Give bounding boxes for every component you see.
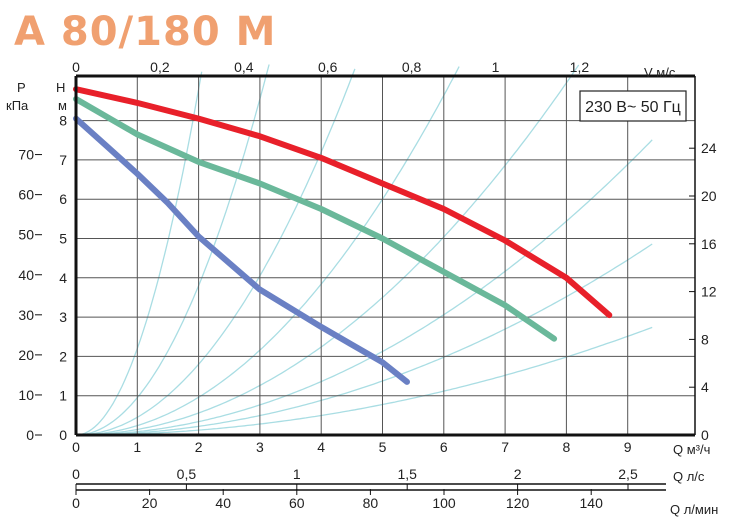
tick-label-h: 6 — [59, 191, 67, 207]
system-curve — [76, 68, 356, 436]
tick-label-right: 24 — [701, 140, 717, 156]
h-axis-label: H — [56, 80, 65, 95]
q-lmin-tick-label: 120 — [506, 495, 530, 511]
q-ls-axis-label: Q л/с — [673, 469, 705, 484]
tick-label-h: 3 — [59, 309, 67, 325]
tick-label-q-m3h: 1 — [133, 439, 141, 455]
system-curve — [75, 71, 203, 436]
tick-label-q-m3h: 7 — [501, 439, 509, 455]
tick-label-q-m3h: 2 — [195, 439, 203, 455]
system-curve — [76, 243, 653, 436]
q-lmin-tick-label: 20 — [142, 495, 158, 511]
tick-label-p: 20 — [18, 347, 34, 363]
h-axis-unit: м — [58, 98, 67, 113]
tick-label-right: 8 — [701, 331, 709, 347]
system-curve — [76, 64, 580, 436]
system-curve — [75, 64, 270, 436]
axis-labels: P кПа H м V м/с Q м³/ч Q л/с Q л/мин — [6, 65, 718, 517]
tick-label-h: 4 — [59, 270, 67, 286]
tick-label-h: 0 — [59, 427, 67, 443]
tick-label-h: 2 — [59, 348, 67, 364]
tick-label-q-m3h: 9 — [624, 439, 632, 455]
tick-label-right: 0 — [701, 427, 709, 443]
v-axis-label: V м/с — [644, 65, 676, 80]
tick-label-v: 0,4 — [234, 59, 254, 75]
tick-label-p: 70 — [18, 147, 34, 163]
power-label-box: 230 В~ 50 Гц — [579, 90, 687, 122]
tick-label-right: 16 — [701, 236, 717, 252]
q-lmin-tick-label: 140 — [580, 495, 604, 511]
tick-label-v: 1,2 — [570, 59, 590, 75]
tick-label-h: 8 — [59, 113, 67, 129]
p-axis-unit: кПа — [6, 98, 29, 113]
system-curve — [76, 326, 653, 436]
q-lmin-axis-label: Q л/мин — [670, 502, 718, 517]
tick-label-q-m3h: 5 — [379, 439, 387, 455]
tick-label-right: 4 — [701, 379, 709, 395]
q-lmin-tick-label: 0 — [72, 495, 80, 511]
q-ls-tick-label: 1 — [293, 466, 301, 482]
tick-label-q-m3h: 4 — [317, 439, 325, 455]
grid — [75, 76, 695, 436]
q-ls-tick-label: 0,5 — [177, 466, 197, 482]
q-lmin-tick-label: 100 — [432, 495, 456, 511]
q-ls-tick-label: 0 — [72, 466, 80, 482]
q-lmin-tick-label: 80 — [363, 495, 379, 511]
tick-label-right: 20 — [701, 188, 717, 204]
q-lmin-tick-label: 60 — [289, 495, 305, 511]
tick-label-right: 12 — [701, 284, 717, 300]
series-line-1 — [73, 86, 613, 319]
tick-label-h: 5 — [59, 231, 67, 247]
q-ls-tick-label: 2 — [514, 466, 522, 482]
page-title: A 80/180 M — [14, 9, 277, 55]
tick-label-v: 0 — [72, 59, 80, 75]
power-label: 230 В~ 50 Гц — [585, 99, 681, 116]
tick-label-p: 30 — [18, 307, 34, 323]
tick-label-h: 7 — [59, 152, 67, 168]
tick-label-h: 1 — [59, 388, 67, 404]
tick-label-v: 0,2 — [150, 59, 170, 75]
axes: 0 1 2 3 4 5 6 7 8 9012345678010203040506070048121… — [18, 59, 716, 511]
tick-label-p: 40 — [18, 267, 34, 283]
q-lmin-tick-label: 40 — [215, 495, 231, 511]
tick-label-p: 10 — [18, 387, 34, 403]
system-curves — [75, 64, 653, 436]
tick-label-q-m3h: 8 — [563, 439, 571, 455]
tick-label-v: 0,8 — [402, 59, 422, 75]
series-line-2 — [73, 96, 558, 342]
tick-label-q-m3h: 3 — [256, 439, 264, 455]
tick-label-p: 50 — [18, 227, 34, 243]
tick-label-v: 0,6 — [318, 59, 338, 75]
tick-label-v: 1 — [492, 59, 500, 75]
series-line-3 — [73, 115, 410, 385]
tick-label-p: 0 — [26, 427, 34, 443]
q-ls-tick-label: 2,5 — [618, 466, 638, 482]
tick-label-q-m3h: 6 — [440, 439, 448, 455]
system-curve — [76, 139, 653, 436]
tick-label-q-m3h: 0 — [72, 439, 80, 455]
system-curve — [76, 66, 460, 436]
q-ls-tick-label: 1,5 — [397, 466, 417, 482]
p-axis-label: P — [17, 80, 26, 95]
tick-label-p: 60 — [18, 187, 34, 203]
q-m3h-axis-label: Q м³/ч — [673, 442, 710, 457]
series-layer — [73, 86, 613, 385]
